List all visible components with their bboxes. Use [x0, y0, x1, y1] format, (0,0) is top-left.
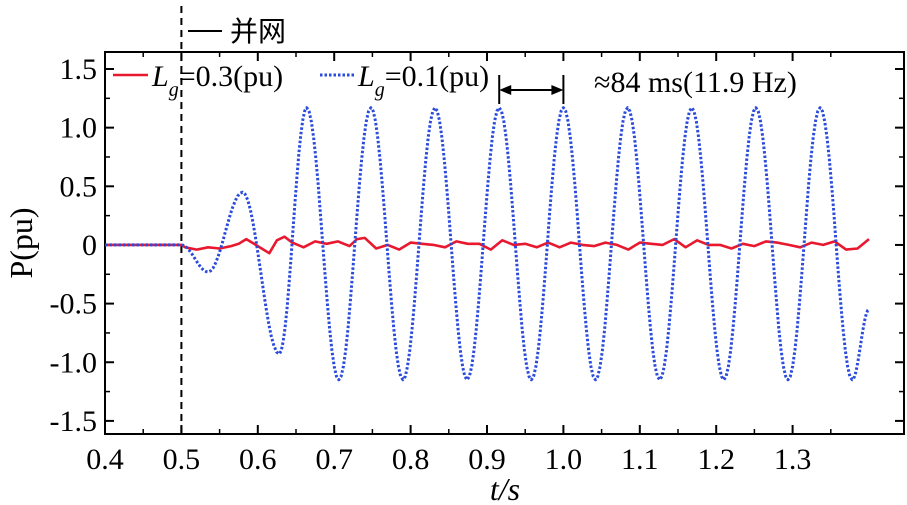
- y-tick-label: 1.5: [60, 53, 98, 86]
- x-tick-label: 0.9: [468, 443, 506, 476]
- x-tick-label: 1.1: [621, 443, 659, 476]
- series-lg-0.3-line: [105, 235, 870, 255]
- x-tick-label: 1.0: [545, 443, 583, 476]
- x-tick-label: 0.6: [239, 443, 277, 476]
- x-tick-label: 1.2: [697, 443, 735, 476]
- x-tick-label: 0.5: [163, 443, 201, 476]
- legend-label-lg-0.1: Lg=0.1(pu): [357, 60, 489, 101]
- y-axis-ticks: 1.5 1.0 0.5 0 -0.5 -1.0 -1.5: [50, 53, 904, 438]
- period-arrowhead-left: [499, 85, 512, 95]
- y-tick-label: 1.0: [60, 112, 98, 145]
- y-tick-label: 0.5: [60, 170, 98, 203]
- period-arrowhead-right: [551, 85, 564, 95]
- legend: Lg=0.3(pu) Lg=0.1(pu): [113, 60, 489, 101]
- x-axis-label: t/s: [490, 471, 520, 505]
- grid-connect-label: 并网: [230, 15, 286, 48]
- x-tick-label: 1.3: [774, 443, 812, 476]
- plot-frame: [104, 51, 905, 435]
- y-tick-label: -1.5: [50, 405, 98, 438]
- x-axis-ticks: 0.4 0.5 0.6 0.7 0.8 0.9 1.0 1.1 1.2 1.3: [86, 52, 832, 476]
- y-tick-label: -0.5: [50, 288, 98, 321]
- x-tick-label: 0.8: [392, 443, 430, 476]
- period-label: ≈84 ms(11.9 Hz): [594, 66, 797, 99]
- y-axis-label: P(pu): [3, 207, 39, 278]
- legend-label-lg-0.3: Lg=0.3(pu): [151, 60, 283, 101]
- y-tick-label: 0: [82, 229, 97, 262]
- series-lg-0.1-line: [105, 106, 870, 382]
- x-tick-label: 0.4: [86, 443, 124, 476]
- x-tick-label: 0.7: [315, 443, 353, 476]
- period-annotation: ≈84 ms(11.9 Hz): [498, 66, 797, 104]
- y-tick-label: -1.0: [50, 346, 98, 379]
